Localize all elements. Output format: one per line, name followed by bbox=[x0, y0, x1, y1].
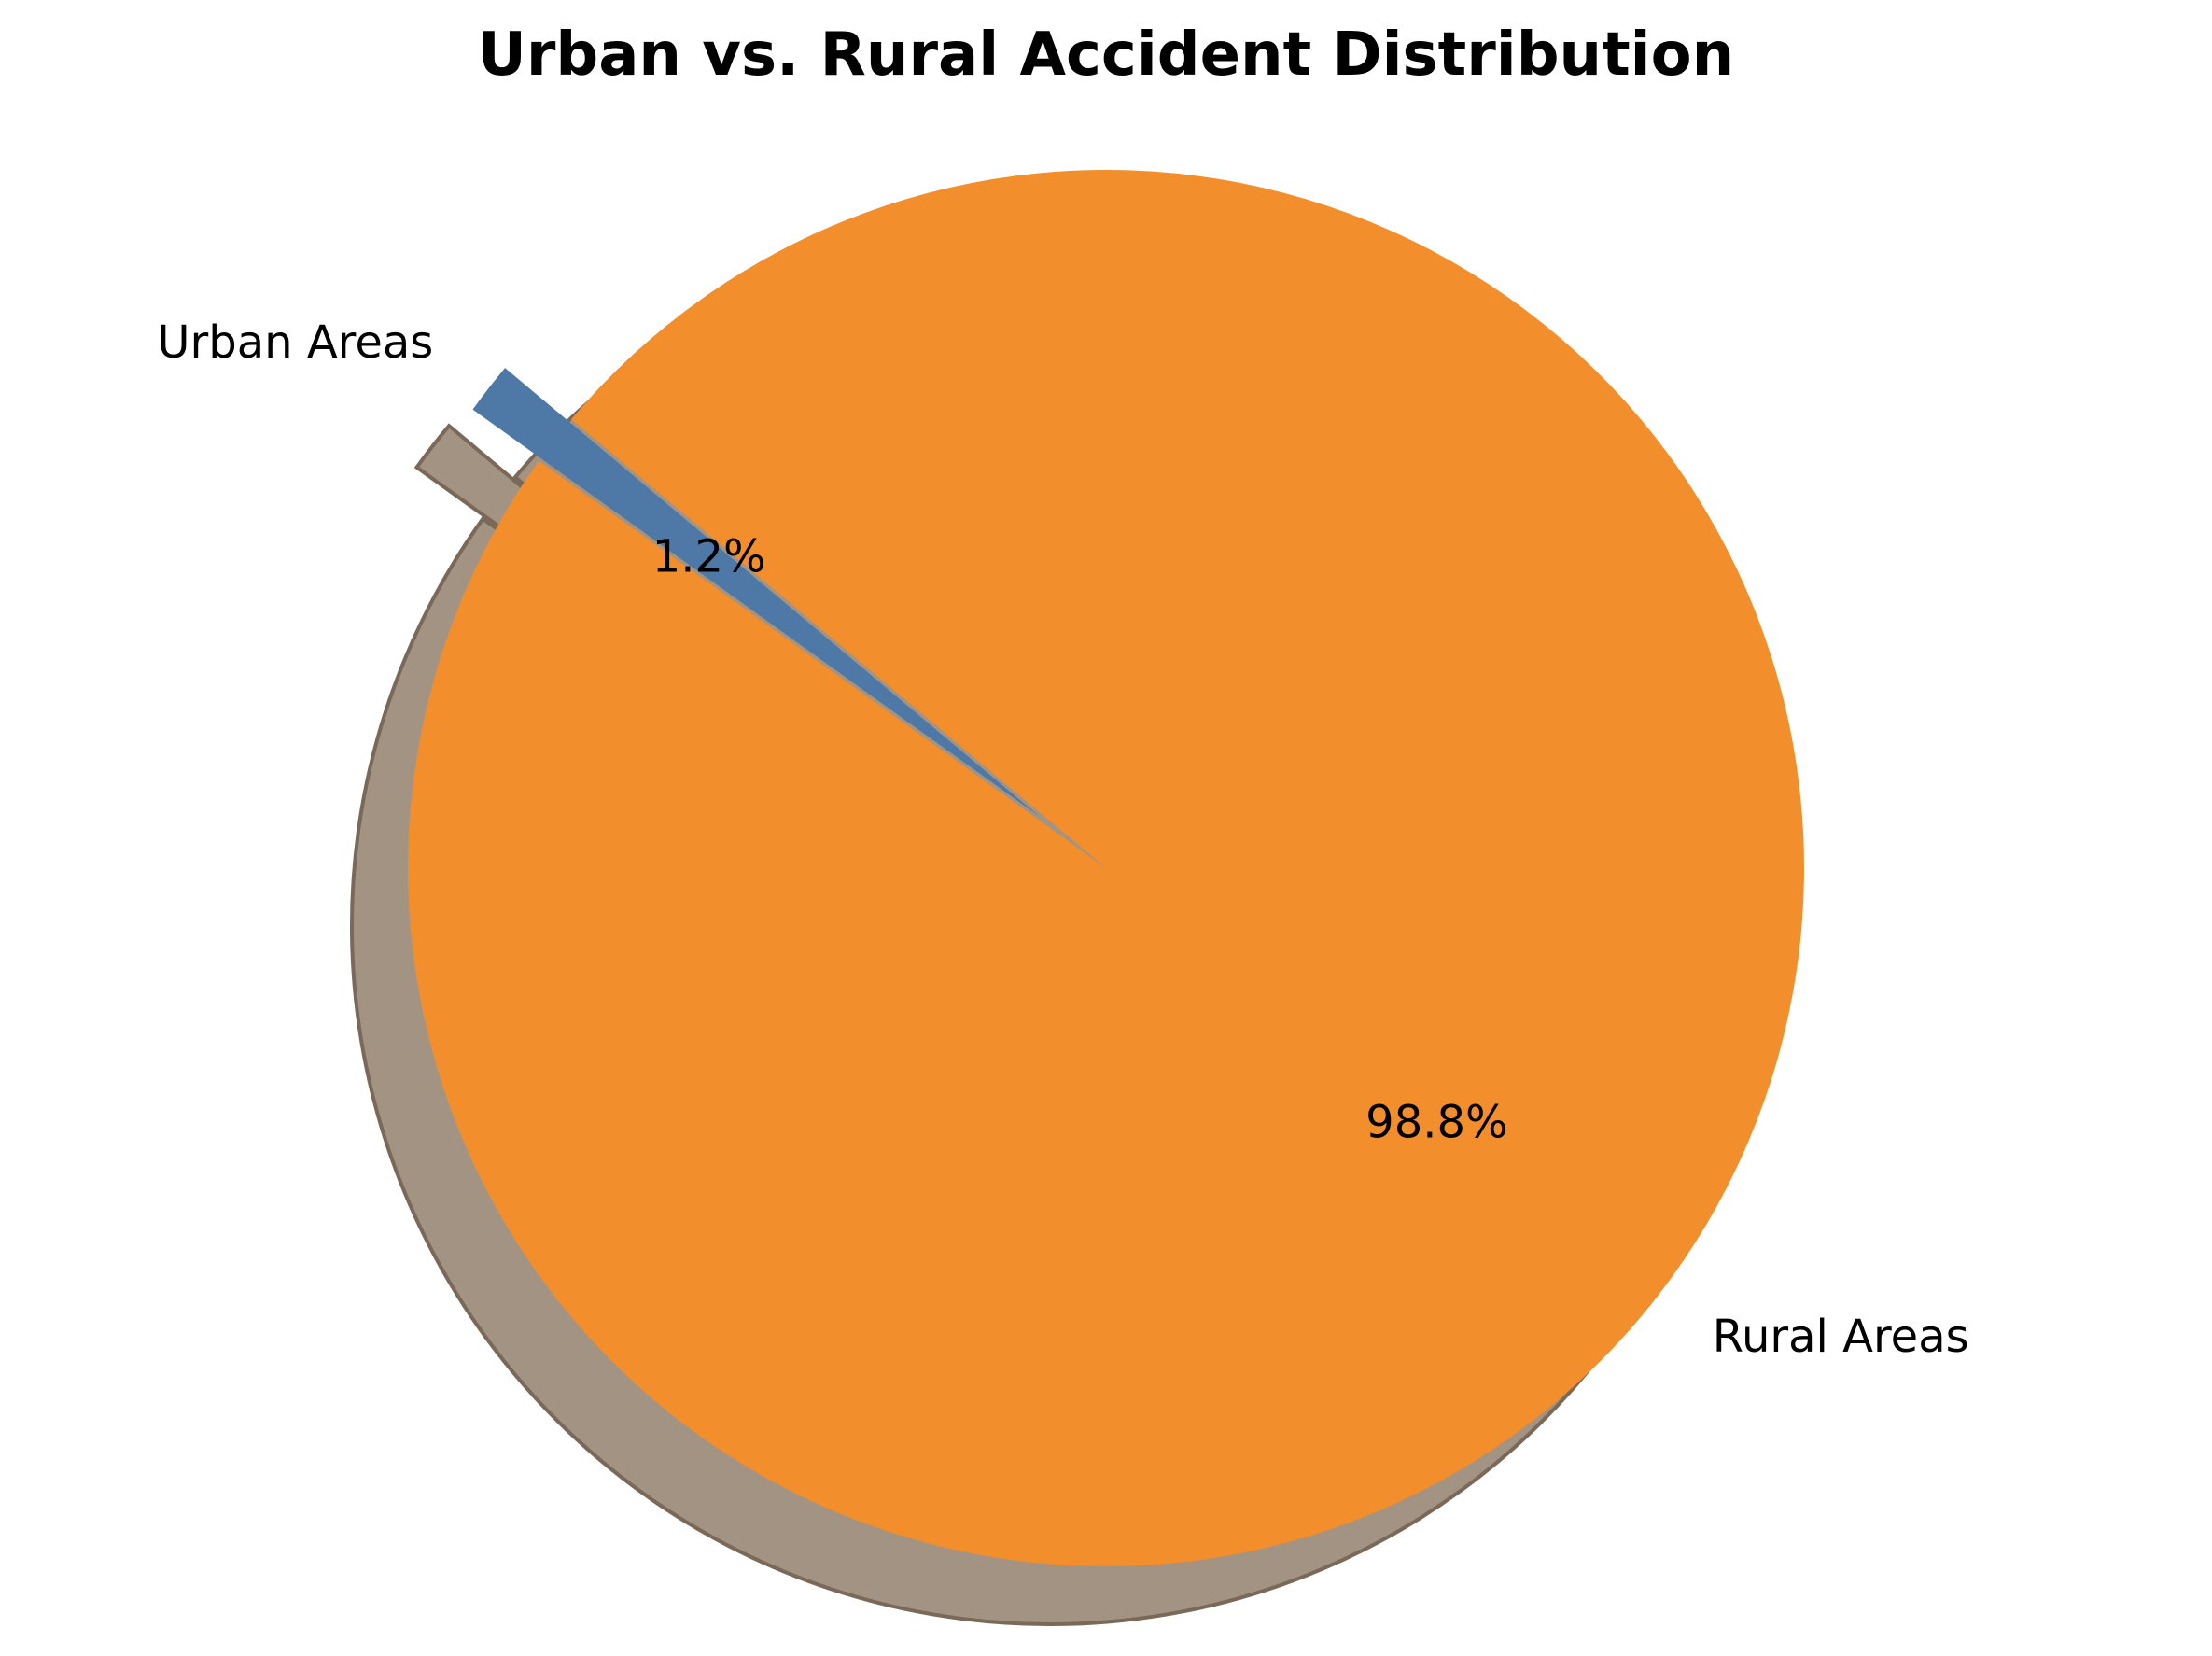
pct-label-urban-areas: 1.2% bbox=[652, 531, 766, 583]
slice-label-urban-areas: Urban Areas bbox=[157, 316, 433, 369]
slice-rural-areas bbox=[407, 169, 1805, 1567]
pie-slices bbox=[407, 169, 1805, 1567]
pct-label-rural-areas: 98.8% bbox=[1365, 1096, 1507, 1148]
pie-labels: Urban Areas 1.2% Rural Areas 98.8% bbox=[157, 316, 1968, 1363]
chart-title: Urban vs. Rural Accident Distribution bbox=[478, 21, 1734, 90]
slice-urban-areas bbox=[472, 368, 1041, 817]
slice-label-rural-areas: Rural Areas bbox=[1713, 1311, 1969, 1363]
